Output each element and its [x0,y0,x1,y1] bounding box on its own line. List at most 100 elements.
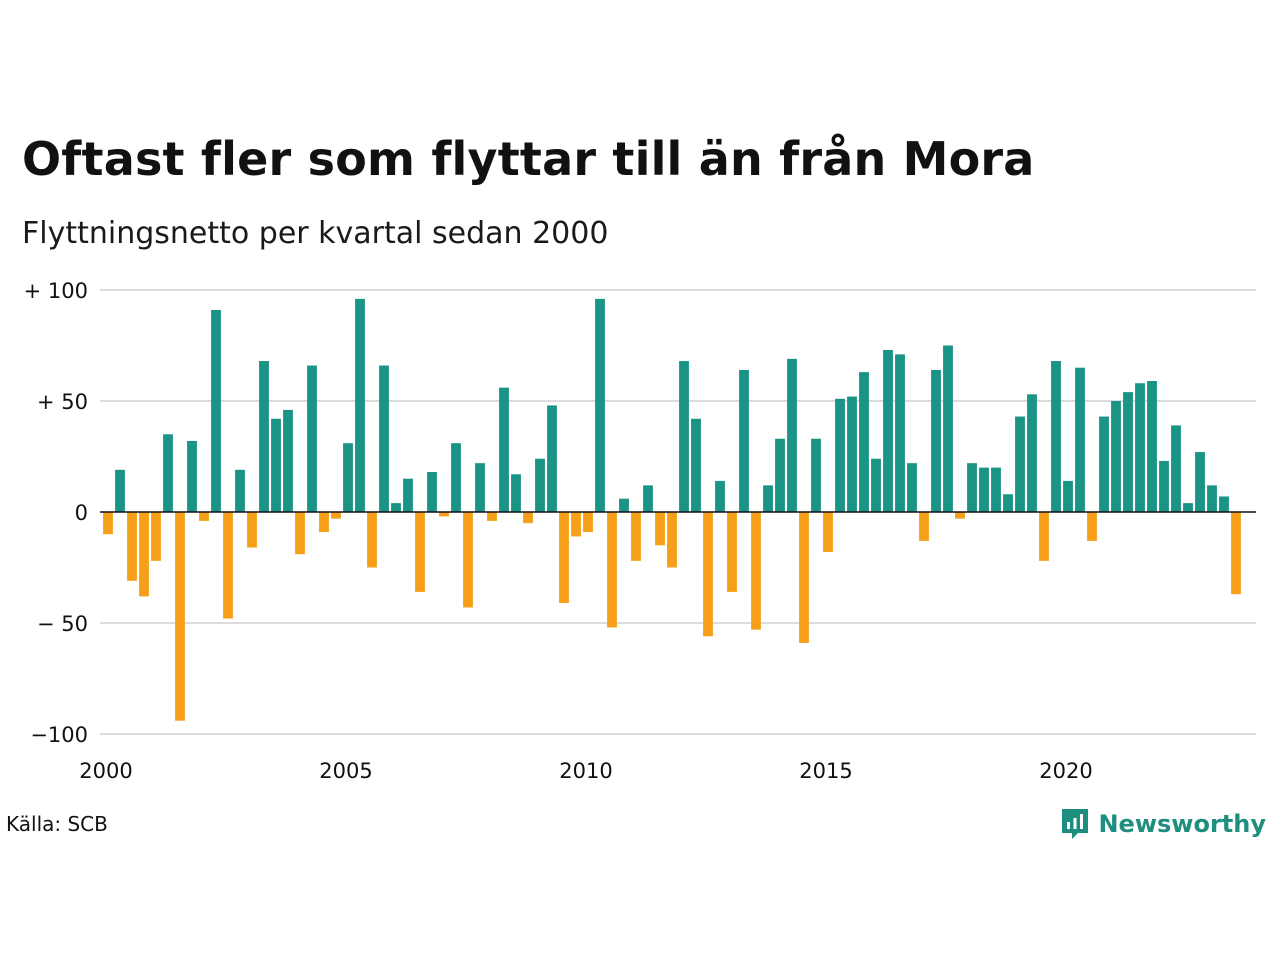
bar: 2020 K1: 14 [1063,480,1073,512]
y-tick-label: + 100 [24,279,88,303]
bar: 2019 K4: 68 [1051,361,1061,512]
bar: 2019 K2: 53 [1027,394,1037,512]
bar: 2010 K4: 6 [619,498,629,512]
bar: 2015 K2: 51 [835,398,845,512]
bar: 2009 K3: -41 [559,512,569,604]
bar: 2022 K2: 39 [1171,425,1181,512]
bar: 2009 K4: -11 [571,512,581,537]
bar: 2002 K1: -4 [199,512,209,521]
bar: 2003 K1: -16 [247,512,257,548]
bar: 2010 K1: -9 [583,512,593,532]
bar: 2006 K3: -36 [415,512,425,592]
bar: 2017 K3: 75 [943,345,953,512]
y-axis-ticks: + 100 + 50 0 − 50 −100 [24,279,88,747]
bar: 2012 K2: 42 [691,418,701,512]
bar: 2016 K4: 22 [907,463,917,512]
bar: 2002 K4: 19 [235,469,245,512]
source-note: Källa: SCB [6,812,108,836]
chart-title: Oftast fler som flyttar till än från Mor… [22,132,1035,186]
bar: 2005 K2: 96 [355,298,365,512]
bar: 2006 K1: 4 [391,503,401,512]
bar: 2008 K2: 56 [499,387,509,512]
bar: 2008 K3: 17 [511,474,521,512]
bar: 2004 K1: -19 [295,512,305,555]
bar: 2019 K3: -22 [1039,512,1049,561]
bars: 2000 K1: -102000 K2: 192000 K3: -312000 … [103,298,1241,721]
x-tick-label: 2020 [1039,759,1092,783]
bar: 2010 K2: 96 [595,298,605,512]
bar: 2001 K3: -94 [175,512,185,721]
bar: 2018 K1: 22 [967,463,977,512]
y-tick-label: −100 [30,723,88,747]
bar: 2000 K2: 19 [115,469,125,512]
bar: 2015 K1: -18 [823,512,833,552]
newsworthy-logo-icon [1062,809,1089,839]
bar: 2011 K3: -15 [655,512,665,546]
bar: 2007 K3: -43 [463,512,473,608]
bar: 2022 K1: 23 [1159,460,1169,512]
bar: 2012 K1: 68 [679,361,689,512]
bar: 2010 K3: -52 [607,512,617,628]
bar: 2014 K2: 69 [787,358,797,512]
bar: 2016 K1: 24 [871,458,881,512]
bar: 2021 K2: 54 [1123,392,1133,512]
bar: 2001 K1: -22 [151,512,161,561]
bar: 2013 K3: -53 [751,512,761,630]
bar: 2009 K2: 48 [547,405,557,512]
bar: 2005 K1: 31 [343,443,353,512]
bar: 2003 K2: 68 [259,361,269,512]
bar: 2015 K3: 52 [847,396,857,512]
bar: 2018 K2: 20 [979,467,989,512]
bar: 2016 K3: 71 [895,354,905,512]
bar: 2006 K2: 15 [403,478,413,512]
bar: 2008 K4: -5 [523,512,533,524]
bar: 2018 K3: 20 [991,467,1001,512]
y-tick-label: − 50 [37,612,88,636]
bar: 2023 K2: 7 [1219,496,1229,512]
x-tick-label: 2015 [799,759,852,783]
bar: 2006 K4: 18 [427,472,437,512]
bar: 2008 K1: -4 [487,512,497,521]
x-tick-label: 2010 [559,759,612,783]
bar: 2019 K1: 43 [1015,416,1025,512]
y-tick-label: 0 [75,501,88,525]
bar: 2023 K1: 12 [1207,485,1217,512]
bar: 2005 K3: -25 [367,512,377,568]
bar: 2003 K3: 42 [271,418,281,512]
bar: 2000 K4: -38 [139,512,149,597]
bar: 2020 K4: 43 [1099,416,1109,512]
bar: 2009 K1: 24 [535,458,545,512]
bar-chart: 2000 K1: -102000 K2: 192000 K3: -312000 … [24,279,1256,783]
bar: 2011 K1: -22 [631,512,641,561]
grid-lines [100,289,1256,735]
bar: 2017 K2: 64 [931,369,941,512]
bar: 2000 K3: -31 [127,512,137,581]
bar: 2002 K2: 91 [211,309,221,512]
bar: 2021 K3: 58 [1135,383,1145,512]
brand-name: Newsworthy [1098,810,1266,838]
bar: 2007 K4: 22 [475,463,485,512]
bar: 2016 K2: 73 [883,349,893,512]
brand[interactable]: Newsworthy [1060,804,1266,844]
bar: 2022 K3: 4 [1183,503,1193,512]
bar: 2018 K4: 8 [1003,494,1013,512]
chart-subtitle: Flyttningsnetto per kvartal sedan 2000 [22,216,609,251]
y-tick-label: + 50 [37,390,88,414]
bar: 2007 K1: -2 [439,512,449,517]
bar: 2003 K4: 46 [283,409,293,512]
bar: 2022 K4: 27 [1195,452,1205,512]
bar: 2017 K4: -3 [955,512,965,519]
bar: 2014 K4: 33 [811,438,821,512]
bar: 2021 K4: 59 [1147,381,1157,512]
bar: 2015 K4: 63 [859,372,869,512]
bar: 2011 K4: -25 [667,512,677,568]
bar: 2013 K2: 64 [739,369,749,512]
bar: 2002 K3: -48 [223,512,233,619]
bar: 2012 K4: 14 [715,480,725,512]
bar: 2004 K4: -3 [331,512,341,519]
bar: 2014 K1: 33 [775,438,785,512]
bar: 2013 K4: 12 [763,485,773,512]
bar: 2000 K1: -10 [103,512,113,535]
bar: 2001 K4: 32 [187,440,197,512]
x-tick-label: 2000 [79,759,132,783]
